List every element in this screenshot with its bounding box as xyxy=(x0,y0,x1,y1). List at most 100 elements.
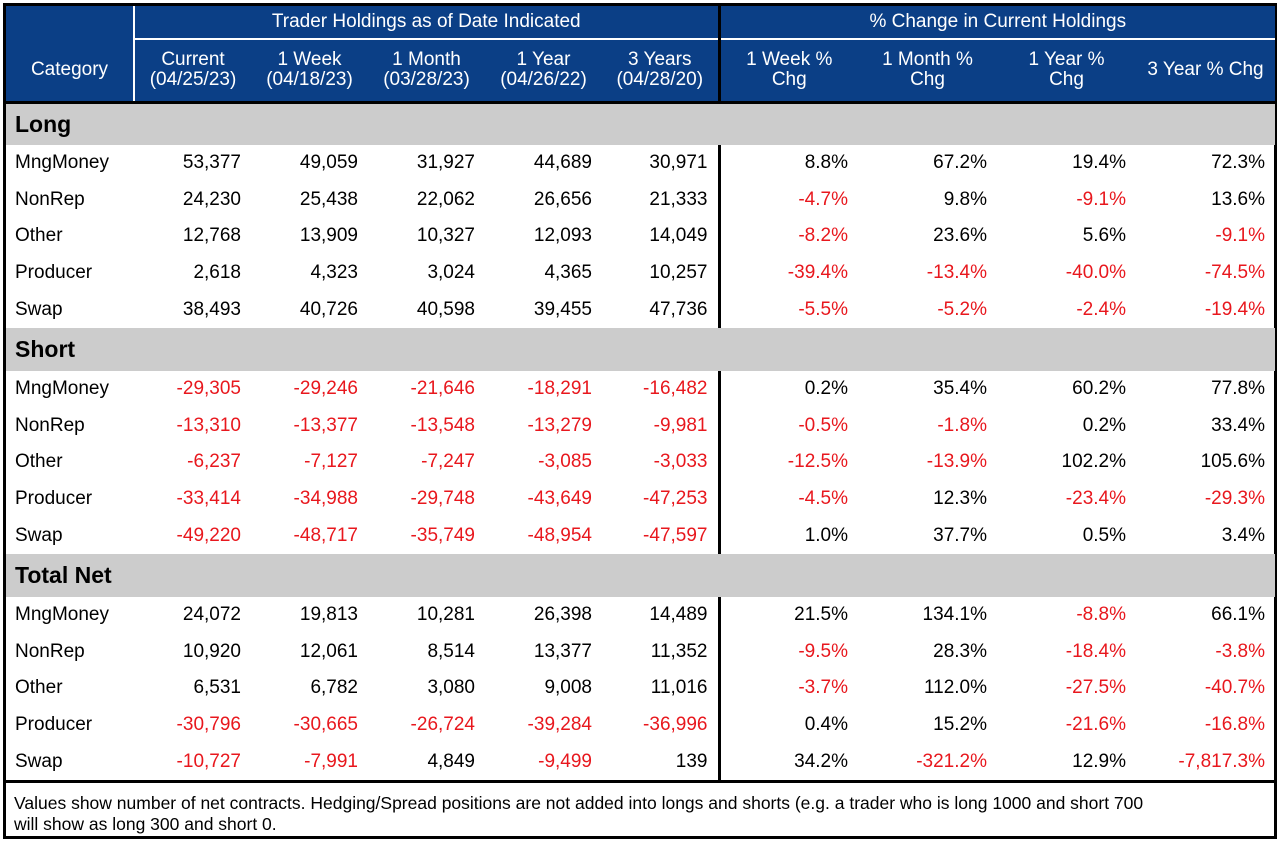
holdings-group-header: Trader Holdings as of Date Indicated xyxy=(133,6,719,40)
column-header-line1: 1 Month % xyxy=(882,49,973,71)
holding-cell: -7,991 xyxy=(304,750,358,772)
holding-cell: -13,310 xyxy=(176,414,241,436)
pct-change-cell: -29.3% xyxy=(1204,488,1266,510)
pct-change-cell: -13.4% xyxy=(926,262,987,284)
holding-cell: 25,438 xyxy=(299,188,358,210)
holding-cell: 6,531 xyxy=(193,677,241,699)
holding-cell: -9,981 xyxy=(653,414,708,436)
row-label: Other xyxy=(15,451,63,473)
pct-change-cell: -18.4% xyxy=(1065,640,1126,662)
pct-change-cell: 102.2% xyxy=(1061,451,1126,473)
footnote-line: will show as long 300 and short 0. xyxy=(14,813,277,834)
holding-cell: -13,548 xyxy=(410,414,475,436)
column-header-line2: (03/28/23) xyxy=(383,69,470,91)
row-label: Producer xyxy=(15,262,93,284)
holding-cell: 10,281 xyxy=(416,604,475,626)
column-header-line2: (04/28/20) xyxy=(616,69,704,91)
pct-change-cell: 0.2% xyxy=(717,370,858,408)
table-row: Swap -10,727 -7,991 4,849 -9,499 139 34.2% -321… xyxy=(6,743,1275,780)
holding-cell: 26,398 xyxy=(533,604,592,626)
holding-cell: 47,736 xyxy=(649,298,708,320)
pct-change-cell: 77.8% xyxy=(1211,378,1266,400)
table-row: Swap -49,220 -48,717 -35,749 -48,954 -47,597 1… xyxy=(6,517,1275,554)
table-row: Other -6,237 -7,127 -7,247 -3,085 -3,033 -12.5… xyxy=(6,444,1275,481)
pct-change-cell: 19.4% xyxy=(1072,152,1126,174)
holding-cell: 4,849 xyxy=(427,750,475,772)
pct-change-cell: 28.3% xyxy=(933,640,987,662)
holding-cell: -13,377 xyxy=(293,414,358,436)
holding-cell: 19,813 xyxy=(299,604,358,626)
pct-change-cell: 1.0% xyxy=(717,517,858,554)
pct-change-cell: 134.1% xyxy=(922,604,987,626)
holding-cell: 53,377 xyxy=(182,152,241,174)
pct-change-cell: 5.6% xyxy=(1082,225,1126,247)
table-row: Producer -30,796 -30,665 -26,724 -39,284 -36,… xyxy=(6,706,1275,744)
pct-change-cell: 105.6% xyxy=(1200,451,1266,473)
pct-change-cell: 23.6% xyxy=(933,225,987,247)
pct-change-cell: -9.5% xyxy=(717,633,858,671)
holding-cell: 38,493 xyxy=(182,298,241,320)
column-header-line1: 1 Year % xyxy=(1028,49,1105,71)
column-header-line1: 1 Year xyxy=(516,49,571,71)
table-row: MngMoney 53,377 49,059 31,927 44,689 30,971 8.… xyxy=(6,145,1275,182)
holding-cell: -34,988 xyxy=(293,488,358,510)
holding-cell: -30,796 xyxy=(176,714,241,736)
pct-change-cell: 0.5% xyxy=(1082,524,1126,546)
row-label: Swap xyxy=(15,524,63,546)
table-row: MngMoney 24,072 19,813 10,281 26,398 14,489 21… xyxy=(6,596,1275,634)
pct-change-cell: -0.5% xyxy=(717,407,858,445)
row-label: MngMoney xyxy=(15,378,109,400)
pct-change-cell: 37.7% xyxy=(933,524,987,546)
pct-change-cell: 12.3% xyxy=(933,488,987,510)
column-header-line1: 1 Week % xyxy=(746,49,833,71)
column-header: 1 Year (04/26/22) xyxy=(485,39,602,104)
holding-cell: 4,323 xyxy=(310,262,358,284)
row-label: Producer xyxy=(15,488,93,510)
holding-cell: -48,717 xyxy=(293,524,358,546)
pct-change-cell: 66.1% xyxy=(1211,604,1266,626)
pct-change-cell: 21.5% xyxy=(717,596,858,634)
pct-change-cell: -40.0% xyxy=(1065,262,1126,284)
holding-cell: 39,455 xyxy=(533,298,592,320)
pct-change-cell: 3.4% xyxy=(1221,524,1266,546)
pct-change-cell: -1.8% xyxy=(937,414,987,436)
holding-cell: -30,665 xyxy=(293,714,358,736)
section-header-row: Short xyxy=(6,327,1276,371)
column-header: 3 Year % Chg xyxy=(1136,39,1276,104)
row-label: Swap xyxy=(15,750,63,772)
pct-change-cell: 112.0% xyxy=(923,677,987,699)
holding-cell: 31,927 xyxy=(416,152,475,174)
pct-change-cell: -9.1% xyxy=(1215,225,1266,247)
pct-change-cell: -4.7% xyxy=(717,181,858,219)
column-header: 3 Years (04/28/20) xyxy=(602,39,719,104)
column-header-line1: 3 Years xyxy=(628,49,692,71)
column-header-line2: (04/18/23) xyxy=(266,69,353,91)
holding-cell: 12,061 xyxy=(299,640,358,662)
holding-cell: 10,327 xyxy=(416,225,475,247)
header-group-row: Trader Holdings as of Date Indicated % C… xyxy=(6,6,1276,40)
holding-cell: 26,656 xyxy=(533,188,592,210)
holding-cell: 24,072 xyxy=(182,604,241,626)
change-group-header: % Change in Current Holdings xyxy=(717,6,1276,40)
pct-change-cell: -39.4% xyxy=(717,254,858,292)
column-header: 1 Week % Chg xyxy=(717,39,858,104)
column-header-line2: (04/25/23) xyxy=(149,69,237,91)
pct-change-cell: -12.5% xyxy=(717,444,858,481)
holding-cell: -26,724 xyxy=(410,714,475,736)
holding-cell: -49,220 xyxy=(176,524,241,546)
pct-change-cell: 9.8% xyxy=(943,188,987,210)
holding-cell: 14,049 xyxy=(649,225,708,247)
section-header-row: Long xyxy=(6,102,1276,145)
holding-cell: 3,080 xyxy=(427,677,475,699)
pct-change-cell: 35.4% xyxy=(933,378,987,400)
holding-cell: 22,062 xyxy=(416,188,475,210)
pct-change-cell: -40.7% xyxy=(1204,677,1266,699)
holding-cell: 139 xyxy=(675,750,708,772)
pct-change-cell: 34.2% xyxy=(717,743,858,780)
column-header-line1: Current xyxy=(161,49,225,71)
column-header-line2: Chg xyxy=(771,69,807,91)
pct-change-cell: -2.4% xyxy=(1076,298,1126,320)
row-label: NonRep xyxy=(15,414,85,436)
pct-change-cell: 0.2% xyxy=(1082,414,1126,436)
column-header: Current (04/25/23) xyxy=(133,39,251,104)
